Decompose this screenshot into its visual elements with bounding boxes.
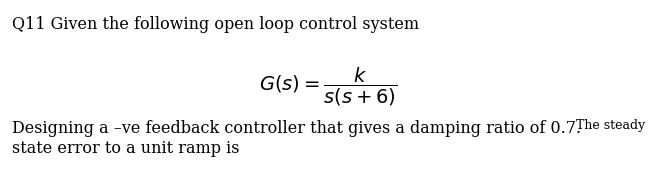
Text: Designing a –ve feedback controller that gives a damping ratio of 0.7.: Designing a –ve feedback controller that… <box>12 120 581 137</box>
Text: The steady: The steady <box>572 119 645 132</box>
Text: Q11 Given the following open loop control system: Q11 Given the following open loop contro… <box>12 16 419 33</box>
Text: state error to a unit ramp is: state error to a unit ramp is <box>12 140 240 157</box>
Text: $G(s) = \dfrac{k}{s(s + 6)}$: $G(s) = \dfrac{k}{s(s + 6)}$ <box>259 66 397 108</box>
